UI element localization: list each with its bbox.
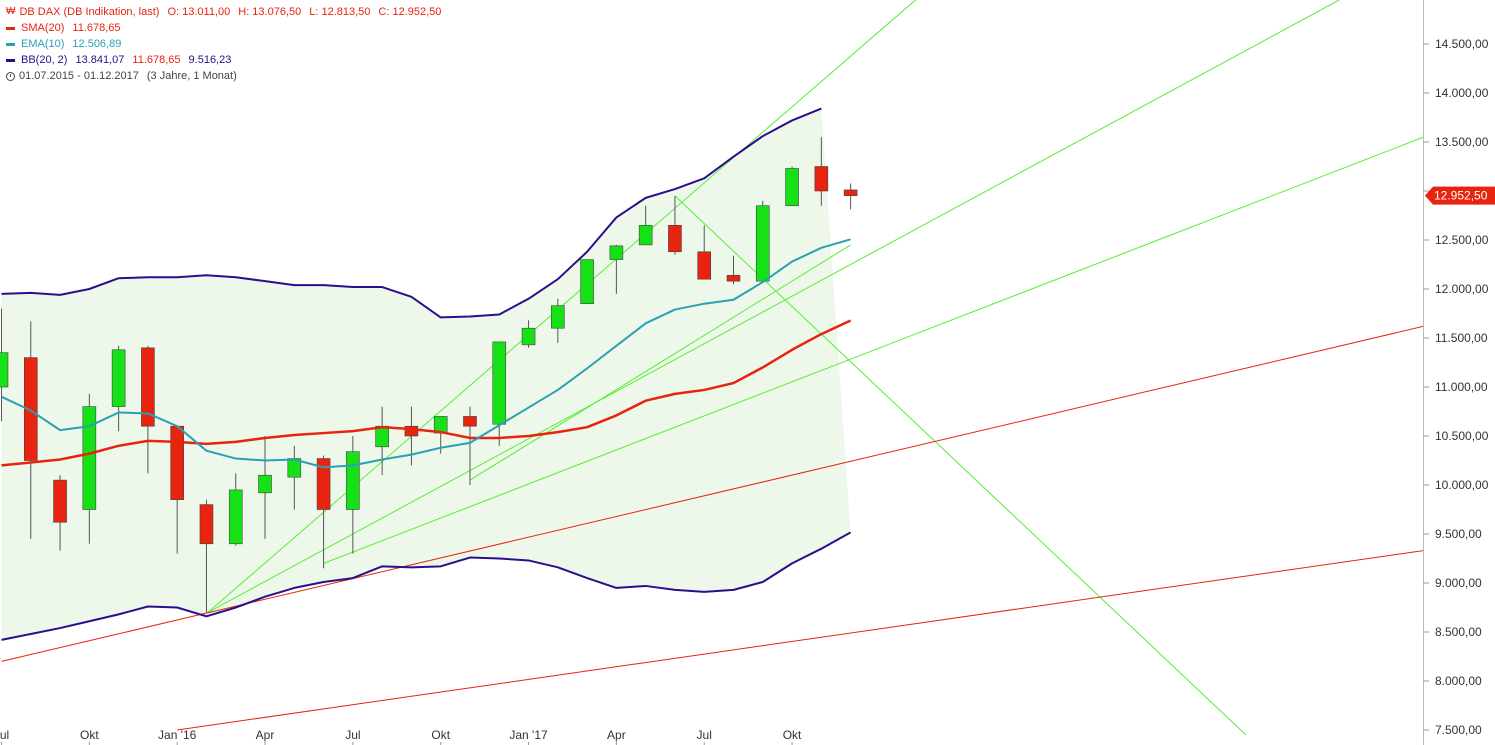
x-tick-label: Apr	[256, 728, 275, 742]
candle-down	[199, 504, 214, 545]
candle-down	[814, 166, 829, 192]
candle-up	[375, 425, 389, 448]
candle-down	[843, 189, 858, 196]
legend-bb-row[interactable]: BB(20, 2) 13.841,07 11.678,65 9.516,23	[6, 52, 441, 68]
candle-up	[346, 451, 360, 510]
trendline-green	[674, 195, 1247, 736]
y-tick-label: 13.500,00	[1435, 135, 1489, 149]
candle-up	[258, 474, 272, 494]
bb-label: BB(20, 2)	[21, 54, 68, 66]
bb-lower-value: 9.516,23	[188, 54, 232, 66]
y-tick-label: 14.500,00	[1435, 37, 1489, 51]
date-duration: (3 Jahre, 1 Monat)	[146, 70, 237, 82]
y-tick-label: 9.000,00	[1435, 576, 1482, 590]
bb-swatch-icon	[6, 58, 15, 62]
last-price-marker	[1425, 186, 1495, 205]
legend-title-row: ₩ DB DAX (DB Indikation, last) O: 13.011…	[6, 4, 441, 20]
legend-range-row[interactable]: 01.07.2015 - 01.12.2017 (3 Jahre, 1 Mona…	[6, 68, 441, 84]
x-tick-label: Jan '17	[509, 728, 548, 742]
ema-label: EMA(10)	[21, 38, 65, 50]
y-tick-label: 7.500,00	[1435, 723, 1482, 737]
y-tick-label: 14.000,00	[1435, 86, 1489, 100]
candle-down	[141, 347, 155, 427]
bb_lower-line	[1, 531, 852, 641]
bb-mid-value: 11.678,65	[132, 54, 181, 66]
candlestick-icon: ₩	[6, 6, 16, 17]
x-tick-label: Jul	[697, 728, 712, 742]
y-tick-label: 12.000,00	[1435, 282, 1489, 296]
candle-up	[0, 352, 9, 388]
bb-upper-value: 13.841,07	[75, 54, 125, 66]
sma-swatch-icon	[6, 26, 15, 30]
y-tick-label: 10.000,00	[1435, 478, 1489, 492]
instrument-title: DB DAX (DB Indikation, last)	[19, 6, 160, 18]
date-range: 01.07.2015 - 01.12.2017	[19, 70, 139, 82]
trendline-green	[323, 136, 1423, 564]
ohlc-high: H: 13.076,50	[238, 6, 302, 18]
candle-up	[111, 349, 126, 407]
candle-up	[82, 406, 97, 510]
trendline-red	[177, 550, 1423, 731]
plot-area	[0, 0, 1423, 736]
trendline-green	[469, 244, 851, 481]
x-tick-label: Okt	[783, 728, 802, 742]
ohlc-low: L: 12.813,50	[309, 6, 371, 18]
candle-up	[551, 305, 565, 329]
candle-up	[580, 259, 594, 305]
x-tick-label: Jul	[0, 728, 9, 742]
y-tick-label: 8.500,00	[1435, 625, 1482, 639]
y-tick-label: 11.500,00	[1435, 331, 1488, 345]
ema-swatch-icon	[6, 42, 15, 46]
candle-up	[755, 205, 770, 282]
x-tick-label: Apr	[607, 728, 626, 742]
sma-line	[1, 319, 852, 467]
legend-sma-row[interactable]: SMA(20) 11.678,65	[6, 20, 441, 36]
y-tick-label: 12.500,00	[1435, 233, 1489, 247]
y-tick-label: 9.500,00	[1435, 527, 1482, 541]
x-tick-label: Okt	[80, 728, 99, 742]
candle-down	[404, 425, 419, 437]
y-tick-label: 10.500,00	[1435, 429, 1489, 443]
last-price-label: 12.952,50	[1434, 189, 1488, 203]
candle-down	[170, 425, 184, 501]
candle-up	[521, 327, 536, 346]
sma-label: SMA(20)	[21, 22, 65, 34]
candle-down	[668, 225, 682, 253]
candle-down	[53, 479, 67, 523]
sma-value: 11.678,65	[72, 22, 121, 34]
candle-down	[726, 274, 741, 282]
trendline-green	[207, 0, 1341, 613]
ema-line	[1, 238, 851, 469]
candle-up	[609, 245, 624, 260]
bb_upper-line	[1, 107, 822, 319]
x-tick-label: Okt	[431, 728, 450, 742]
x-tick-label: Jul	[345, 728, 360, 742]
candle-down	[697, 251, 712, 280]
candle-down	[463, 416, 477, 427]
chart-legend: ₩ DB DAX (DB Indikation, last) O: 13.011…	[6, 4, 441, 84]
candle-up	[785, 168, 799, 207]
candle-down	[316, 458, 331, 510]
ema-value: 12.506,89	[72, 38, 122, 50]
y-tick-label: 8.000,00	[1435, 674, 1482, 688]
bollinger-band-fill	[1, 108, 851, 640]
ohlc-close: C: 12.952,50	[378, 6, 442, 18]
ohlc-open: O: 13.011,00	[167, 6, 231, 18]
candle-up	[492, 341, 507, 425]
candle-down	[23, 357, 38, 461]
x-tick-label: Jan '16	[158, 728, 197, 742]
candle-up	[638, 225, 653, 246]
clock-icon	[6, 71, 15, 81]
y-tick-label: 11.000,00	[1435, 380, 1488, 394]
candle-up	[228, 489, 243, 545]
legend-ema-row[interactable]: EMA(10) 12.506,89	[6, 36, 441, 52]
